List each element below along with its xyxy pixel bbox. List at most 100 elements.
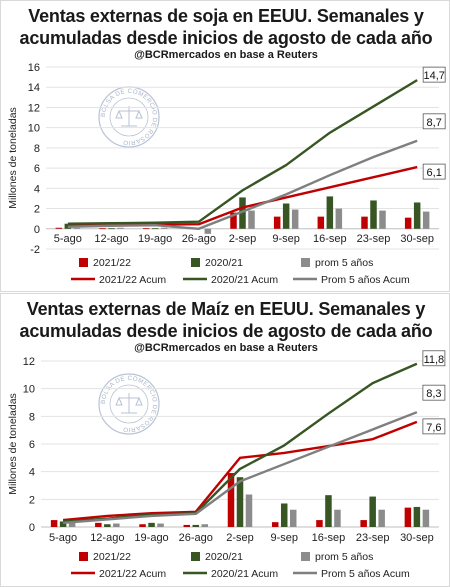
soja-seal-inner-ring: [109, 97, 149, 137]
maiz-legend-label: 2020/21 Acum: [211, 568, 278, 580]
maiz-bar: [104, 524, 111, 527]
soja-bar: [317, 216, 325, 229]
maiz-bar: [334, 509, 341, 527]
maiz-bar: [139, 524, 146, 527]
soja-bar: [99, 228, 106, 230]
maiz-bar: [192, 524, 200, 527]
maiz-end-label: 8,3: [426, 388, 441, 400]
maiz-seal-outer-ring: [98, 373, 160, 435]
soja-chart-title-line2: acumuladas desde inicios de agosto de ca…: [19, 28, 433, 48]
soja-bar: [73, 227, 81, 229]
maiz-chart-subtitle: @BCRmercados en base a Reuters: [134, 342, 318, 354]
maiz-bar: [50, 520, 58, 527]
soja-bar: [361, 216, 368, 229]
soja-y-tick-label: 14: [28, 82, 40, 94]
soja-x-tick-label: 9-sep: [272, 233, 300, 245]
soja-bar: [379, 210, 386, 229]
maiz-chart-svg: BOLSA DE COMERCIO DE ROSARIO 0 2 4 6 8 10 12 Mil…: [7, 350, 446, 580]
maiz-bar: [316, 520, 323, 527]
maiz-bar: [422, 509, 430, 527]
soja-bar: [422, 211, 430, 229]
soja-legend-label: prom 5 años: [315, 257, 373, 269]
soja-y-tick-label: 6: [34, 163, 40, 175]
soja-y-axis-label: Millones de toneladas: [7, 107, 19, 209]
soja-bar: [160, 227, 168, 229]
soja-end-label: 14,7: [423, 70, 444, 82]
maiz-legend-label: Prom 5 años Acum: [321, 568, 410, 580]
soja-line: [67, 79, 418, 225]
soja-legend-label: 2021/22 Acum: [99, 274, 166, 286]
soja-legend-label: Prom 5 años Acum: [321, 274, 410, 286]
maiz-bar: [59, 521, 67, 527]
soja-y-tick-label: 8: [34, 143, 40, 155]
soja-x-tick-label: 5-ago: [54, 233, 82, 245]
maiz-chart-title-line1: Ventas externas de Maíz en EEUU. Semanal…: [26, 299, 426, 319]
soja-x-tick-label: 12-ago: [94, 233, 128, 245]
maiz-chart-panel: Ventas externas de Maíz en EEUU. Semanal…: [0, 293, 450, 587]
maiz-bar: [113, 523, 120, 527]
maiz-bar: [227, 473, 235, 527]
maiz-bar: [280, 503, 288, 527]
soja-legend-label: 2021/22: [93, 257, 131, 269]
maiz-bar: [271, 522, 279, 527]
maiz-x-tick-label: 16-sep: [312, 532, 346, 544]
maiz-bar: [325, 495, 332, 527]
soja-line: [67, 139, 418, 230]
soja-end-label-box: [422, 163, 446, 180]
soja-end-label-box: [422, 113, 446, 130]
soja-end-label: 8,7: [427, 117, 442, 129]
soja-y-tick-label: 12: [28, 102, 40, 114]
soja-watermark-seal: BOLSA DE COMERCIO DE ROSARIO: [98, 86, 160, 148]
maiz-y-tick-label: 8: [29, 411, 35, 423]
soja-y-tick-label: 10: [28, 123, 40, 135]
soja-x-tick-label: 26-ago: [182, 233, 216, 245]
soja-legend-swatch: [301, 258, 310, 267]
maiz-bar: [413, 506, 421, 527]
soja-legend-label: 2020/21 Acum: [211, 274, 278, 286]
maiz-bar: [236, 477, 244, 527]
maiz-y-tick-label: 2: [29, 494, 35, 506]
soja-bar: [248, 210, 255, 229]
maiz-x-tick-label: 2-sep: [226, 532, 254, 544]
maiz-legend-swatch: [79, 552, 88, 561]
soja-bar: [204, 228, 212, 234]
maiz-end-label-box: [422, 384, 446, 401]
soja-end-label-box: [422, 66, 446, 83]
maiz-y-tick-label: 6: [29, 439, 35, 451]
maiz-bar: [289, 509, 297, 527]
soja-bar: [291, 209, 299, 229]
soja-x-tick-label: 30-sep: [400, 233, 434, 245]
maiz-bar: [201, 524, 209, 527]
maiz-line: [63, 411, 418, 525]
soja-bar: [413, 202, 421, 229]
soja-chart-subtitle: @BCRmercados en base a Reuters: [134, 49, 318, 61]
soja-y-tick-label: -2: [30, 244, 40, 256]
soja-bar: [335, 208, 343, 229]
maiz-seal-inner-ring: [109, 384, 149, 424]
maiz-bar: [378, 509, 385, 527]
soja-seal-scales-icon: [115, 106, 143, 127]
soja-bar: [55, 227, 63, 229]
soja-chart-svg: BOLSA DE COMERCIO DE ROSARIO -2 0 2 4 6 8 10 12 1…: [7, 62, 446, 286]
soja-bar: [108, 228, 115, 230]
maiz-bar: [148, 522, 155, 527]
maiz-seal-scales-icon: [115, 393, 143, 414]
maiz-y-tick-label: 0: [29, 522, 35, 534]
maiz-x-tick-label: 9-sep: [270, 532, 298, 544]
maiz-legend-label: 2021/22 Acum: [99, 568, 166, 580]
maiz-x-tick-label: 5-ago: [49, 532, 77, 544]
maiz-end-label: 11,8: [424, 354, 445, 366]
maiz-y-tick-label: 4: [29, 467, 35, 479]
maiz-legend-label: 2021/22: [93, 551, 131, 563]
maiz-bar: [157, 523, 164, 527]
maiz-line: [62, 420, 418, 522]
soja-chart-panel: Ventas externas de soja en EEUU. Semanal…: [0, 0, 450, 292]
soja-end-label: 6,1: [427, 167, 442, 179]
maiz-end-label-box: [422, 418, 446, 435]
maiz-bar: [68, 522, 76, 527]
soja-y-tick-label: 4: [34, 183, 40, 195]
soja-bar: [239, 197, 246, 229]
soja-bar: [326, 196, 334, 229]
maiz-bar: [369, 496, 376, 527]
soja-bar: [370, 200, 377, 229]
